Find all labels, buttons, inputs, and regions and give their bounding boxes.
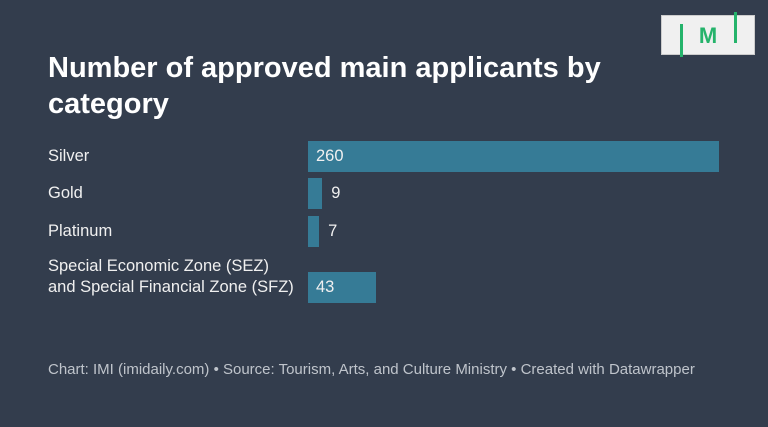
value-label: 43 — [316, 278, 335, 296]
bar — [308, 178, 323, 209]
imi-logo[interactable]: M — [661, 12, 755, 57]
category-label: Silver — [48, 147, 90, 165]
value-label: 260 — [316, 147, 344, 165]
value-label: 9 — [331, 184, 341, 202]
chart-title: Number of approved main applicants by ca… — [48, 52, 601, 120]
logo-bar-left — [680, 24, 683, 57]
logo-bar-right — [734, 12, 737, 43]
category-label: Special Economic Zone (SEZ) and Special … — [48, 257, 294, 296]
bar — [308, 141, 719, 172]
chart-footer: Chart: IMI (imidaily.com) • Source: Tour… — [48, 361, 695, 378]
category-label: Gold — [48, 184, 83, 202]
bar — [308, 272, 376, 303]
category-label: Platinum — [48, 222, 113, 240]
value-label: 7 — [328, 222, 338, 240]
bar — [308, 216, 320, 247]
logo-letter: M — [698, 23, 718, 48]
